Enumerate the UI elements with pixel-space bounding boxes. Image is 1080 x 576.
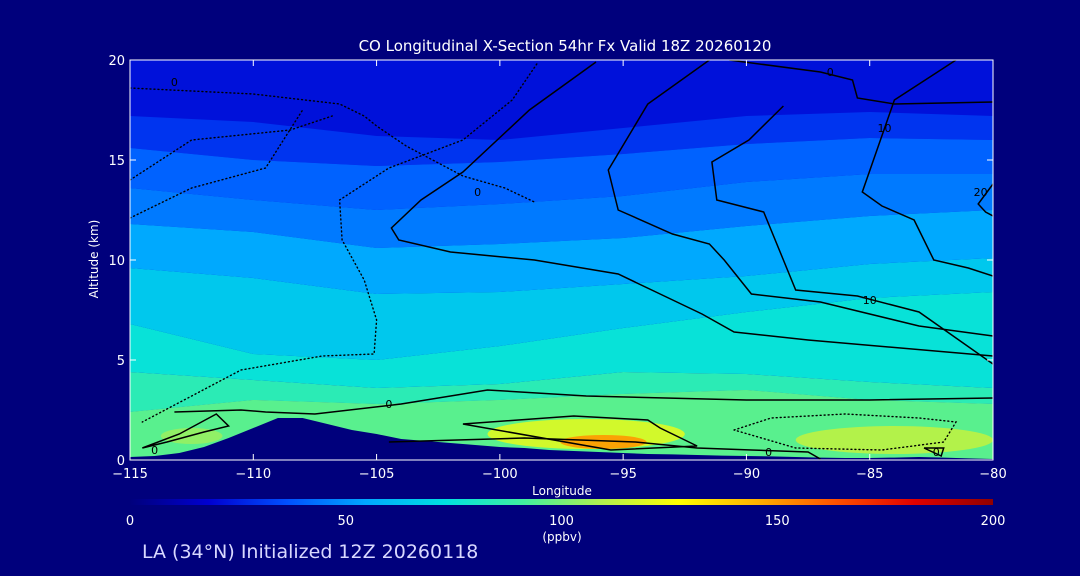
y-tick-label: 10 [108,254,125,269]
contour-zero-west [130,109,304,219]
chart-title: CO Longitudinal X-Section 54hr Fx Valid … [359,37,772,55]
contour-label: 10 [863,294,877,307]
x-tick-label: −110 [235,467,271,482]
x-tick-label: −85 [856,467,883,482]
contour-zero-trough [390,61,993,357]
colorbar-tick-label: 200 [981,514,1006,529]
band-low [130,292,993,388]
y-tick-label: 0 [117,454,125,469]
colorbar-bar [130,499,993,505]
contour-ten-upper [729,60,993,105]
x-tick-label: −105 [359,467,395,482]
terrain [130,418,993,460]
x-axis-label: Longitude [532,484,592,498]
colorbar-tick-label: 100 [549,514,574,529]
y-tick-label: 15 [108,154,125,169]
contour-bl-inner [462,415,698,451]
band-mid-high [130,174,993,248]
y-tick-label: 5 [117,354,125,369]
contour-sw-loop [142,413,231,449]
contour-label: 0 [151,444,158,457]
colorbar-units-label: (ppbv) [542,530,581,544]
x-tick-label: −90 [733,467,760,482]
contour-twenty-east [861,60,993,277]
colorbar-tick-label: 50 [337,514,354,529]
colorbar-tick-label: 0 [126,514,134,529]
contour-label: 0 [765,446,772,459]
contour-label: 0 [171,76,178,89]
contour-label: 0 [474,186,481,199]
x-tick-label: −100 [482,467,518,482]
contour-east-dotted [733,413,958,451]
contour-east-small [923,447,945,458]
contour-bl-zero [174,389,993,415]
plume-east [795,426,993,454]
contour-ten-mid [607,60,993,337]
x-tick-label: −95 [609,467,636,482]
band-mid [130,210,993,294]
band-upper-mid [130,138,993,210]
contour-label: 0 [827,66,834,79]
contour-label: 0 [385,398,392,411]
y-axis-label: Altitude (km) [87,220,101,299]
x-tick-label: −115 [112,467,148,482]
band-upper [130,112,993,166]
contour-twenty-edge [977,183,993,217]
contour-bl-outer [388,437,821,460]
contour-ten-east [711,105,993,365]
y-tick-label: 20 [108,54,125,69]
contour-label: 20 [974,186,988,199]
contour-zero-upper-left [130,115,333,181]
init-caption: LA (34°N) Initialized 12Z 20260118 [142,541,479,563]
band-lower-mid [130,258,993,360]
contour-zero-ridge [141,63,538,423]
contour-label: 0 [933,446,940,459]
contour-label: 10 [878,122,892,135]
contour-zero-northwest [130,87,536,203]
colorbar-tick-label: 150 [765,514,790,529]
band-bl-top [130,372,993,412]
x-tick-label: −80 [979,467,1006,482]
